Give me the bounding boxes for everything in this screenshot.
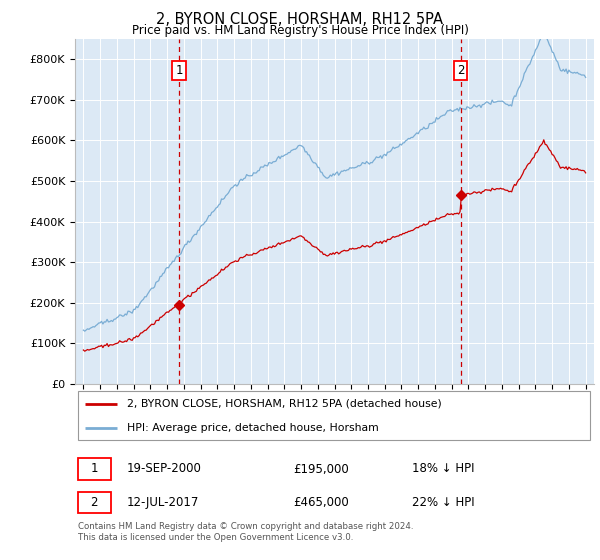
Text: 2, BYRON CLOSE, HORSHAM, RH12 5PA: 2, BYRON CLOSE, HORSHAM, RH12 5PA — [157, 12, 443, 27]
Text: 18% ↓ HPI: 18% ↓ HPI — [412, 463, 475, 475]
FancyBboxPatch shape — [77, 492, 112, 514]
Text: This data is licensed under the Open Government Licence v3.0.: This data is licensed under the Open Gov… — [78, 533, 353, 542]
Text: 1: 1 — [91, 463, 98, 475]
FancyBboxPatch shape — [77, 391, 590, 440]
Text: 2: 2 — [457, 64, 464, 77]
FancyBboxPatch shape — [77, 458, 112, 480]
Text: Price paid vs. HM Land Registry's House Price Index (HPI): Price paid vs. HM Land Registry's House … — [131, 24, 469, 37]
Text: 2: 2 — [91, 496, 98, 509]
Text: 19-SEP-2000: 19-SEP-2000 — [127, 463, 202, 475]
Text: 1: 1 — [175, 64, 183, 77]
Text: Contains HM Land Registry data © Crown copyright and database right 2024.: Contains HM Land Registry data © Crown c… — [78, 522, 413, 531]
Text: 12-JUL-2017: 12-JUL-2017 — [127, 496, 199, 509]
Text: £195,000: £195,000 — [293, 463, 349, 475]
Text: £465,000: £465,000 — [293, 496, 349, 509]
Text: 22% ↓ HPI: 22% ↓ HPI — [412, 496, 475, 509]
Text: HPI: Average price, detached house, Horsham: HPI: Average price, detached house, Hors… — [127, 423, 379, 433]
Text: 2, BYRON CLOSE, HORSHAM, RH12 5PA (detached house): 2, BYRON CLOSE, HORSHAM, RH12 5PA (detac… — [127, 399, 442, 409]
